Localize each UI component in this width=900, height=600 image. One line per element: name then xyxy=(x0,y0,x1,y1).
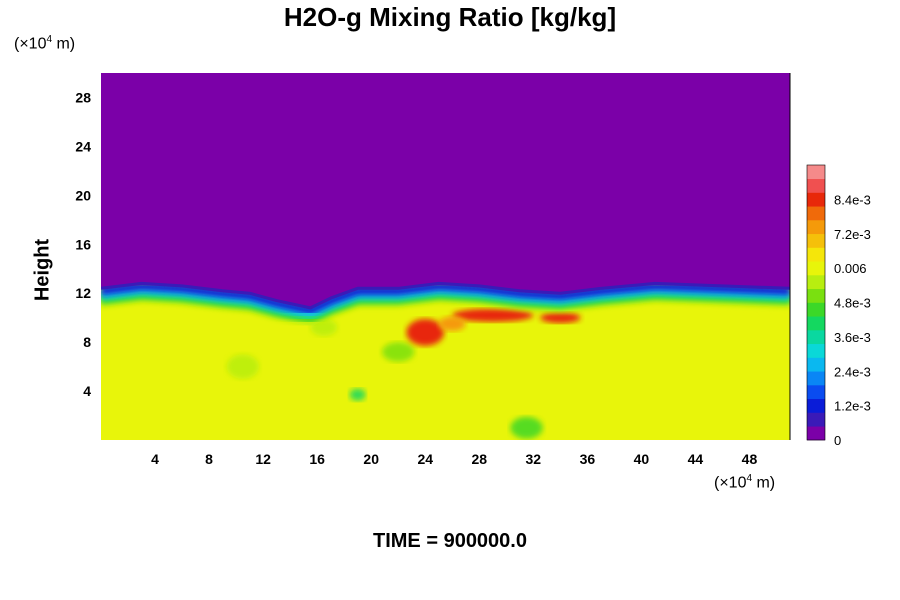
x-tick-label: 16 xyxy=(309,451,325,467)
dry-patch xyxy=(226,354,260,379)
colorbar-segment xyxy=(807,275,825,290)
x-tick-label: 24 xyxy=(417,451,433,467)
dry-patch xyxy=(349,388,366,401)
x-tick-label: 28 xyxy=(471,451,487,467)
time-label: TIME = 900000.0 xyxy=(373,530,527,552)
x-tick-label: 48 xyxy=(742,451,758,467)
y-tick-label: 8 xyxy=(83,334,91,350)
colorbar: 0 1.2e-3 2.4e-3 3.6e-3 4.8e-3 0.006 7.2e-3 8.4e… xyxy=(806,164,871,448)
x-tick-label: 44 xyxy=(688,451,704,467)
colorbar-tick-label: 8.4e-3 xyxy=(834,192,871,207)
y-tick-label: 20 xyxy=(75,187,91,203)
x-unit-prefix: (×10 xyxy=(714,474,747,492)
colorbar-segment xyxy=(807,398,825,413)
colorbar-segment xyxy=(807,330,825,345)
colorbar-tick-label: 4.8e-3 xyxy=(834,296,871,311)
colorbar-segment xyxy=(807,316,825,331)
chart-title: H2O-g Mixing Ratio [kg/kg] xyxy=(283,2,617,32)
x-tick-label: 8 xyxy=(205,451,213,467)
y-unit-prefix: (×10 xyxy=(14,35,47,53)
x-unit-suffix: m) xyxy=(752,474,776,492)
y-unit-suffix: m) xyxy=(52,35,76,53)
moist-patch xyxy=(540,312,581,324)
x-tick-label: 32 xyxy=(526,451,542,467)
colorbar-segment xyxy=(807,178,825,193)
colorbar-tick-label: 0.006 xyxy=(834,261,867,276)
colorbar-segment xyxy=(807,233,825,248)
y-axis-unit: (×104 m) xyxy=(14,34,75,53)
colorbar-tick-label: 0 xyxy=(834,433,841,448)
plot-area xyxy=(101,73,790,440)
colorbar-segment xyxy=(807,357,825,372)
colorbar-segment xyxy=(807,302,825,317)
y-tick-label: 28 xyxy=(75,89,91,105)
colorbar-tick-label: 1.2e-3 xyxy=(834,399,871,414)
y-tick-label: 16 xyxy=(75,236,91,252)
upper-dry-layer xyxy=(101,73,790,308)
x-tick-label: 36 xyxy=(580,451,596,467)
x-tick-label: 4 xyxy=(151,451,159,467)
colorbar-tick-label: 7.2e-3 xyxy=(834,227,871,242)
x-axis-unit: (×104 m) xyxy=(714,473,775,492)
colorbar-segment xyxy=(807,288,825,303)
colorbar-segment xyxy=(807,371,825,386)
colorbar-segment xyxy=(807,165,825,180)
colorbar-tick-label: 2.4e-3 xyxy=(834,364,871,379)
colorbar-segment xyxy=(807,385,825,400)
colorbar-segment xyxy=(807,343,825,358)
colorbar-segment xyxy=(807,412,825,427)
colorbar-segment xyxy=(807,206,825,221)
x-unit-exp: 4 xyxy=(746,473,753,484)
moist-patch xyxy=(406,318,445,346)
dry-patch xyxy=(382,342,415,362)
y-tick-label: 24 xyxy=(75,138,91,154)
boundary-edge xyxy=(101,281,790,310)
colorbar-segment xyxy=(807,261,825,276)
transition-band xyxy=(101,281,790,315)
colorbar-segment xyxy=(807,192,825,207)
x-tick-label: 20 xyxy=(363,451,379,467)
colorbar-segment xyxy=(807,220,825,235)
y-tick-label: 4 xyxy=(83,383,91,399)
dry-patch xyxy=(510,416,543,439)
x-tick-label: 12 xyxy=(255,451,271,467)
x-tick-label: 40 xyxy=(634,451,650,467)
moist-patch xyxy=(438,316,466,332)
colorbar-frame xyxy=(806,164,826,441)
colorbar-segment xyxy=(807,426,825,441)
moist-patch xyxy=(452,308,534,322)
colorbar-tick-label: 3.6e-3 xyxy=(834,330,871,345)
y-tick-label: 12 xyxy=(75,285,91,301)
colorbar-segment xyxy=(807,247,825,262)
y-unit-exp: 4 xyxy=(46,34,53,45)
